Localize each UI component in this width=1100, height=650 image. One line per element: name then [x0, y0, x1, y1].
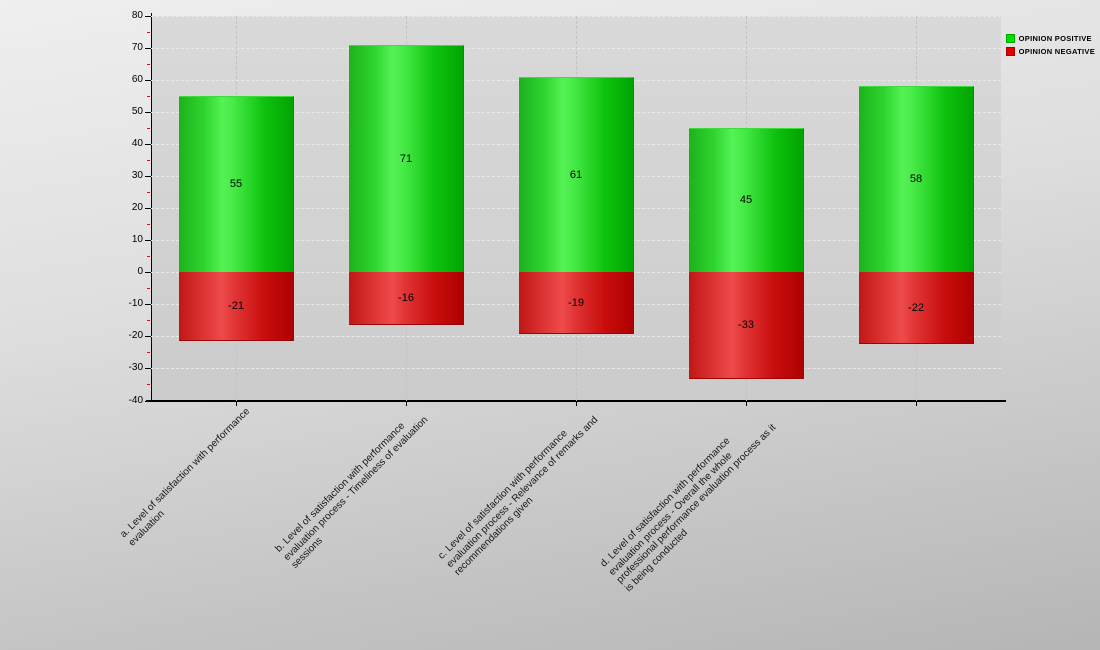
bar-negative — [519, 272, 634, 335]
y-axis-tick-label: 70 — [131, 42, 143, 54]
y-axis-tick — [145, 208, 151, 210]
bar-value-label: 45 — [739, 194, 753, 207]
y-axis-tick-label: 10 — [131, 234, 143, 246]
y-axis-tick — [145, 272, 151, 274]
legend: OPINION POSITIVE OPINION NEGATIVE — [1005, 34, 1095, 60]
y-axis-tick-label: 20 — [131, 202, 143, 214]
legend-item: OPINION POSITIVE — [1005, 34, 1095, 43]
y-axis-tick-label: 40 — [131, 138, 143, 150]
x-axis-tick — [916, 400, 917, 406]
x-axis-tick — [746, 400, 747, 406]
bar-positive — [519, 76, 634, 274]
y-axis-tick — [145, 176, 151, 178]
y-axis-tick-label: 60 — [131, 74, 143, 86]
y-axis-tick — [145, 48, 151, 50]
bar-positive — [349, 44, 464, 274]
y-axis-minor-tick — [147, 288, 150, 290]
legend-label: OPINION POSITIVE — [1018, 34, 1092, 43]
bar-positive — [689, 128, 804, 274]
x-category-label: a. Level of satisfaction with performanc… — [117, 405, 252, 548]
y-axis-minor-tick — [147, 384, 150, 386]
bar-value-label: -33 — [738, 319, 754, 332]
bar-negative — [179, 272, 294, 341]
x-category-label: c. Level of satisfaction with performanc… — [436, 413, 600, 578]
legend-swatch — [1005, 34, 1015, 43]
y-axis-tick-label: 80 — [131, 10, 143, 21]
legend-label: OPINION NEGATIVE — [1018, 47, 1095, 56]
bar-value-label: -16 — [398, 291, 414, 304]
y-axis-tick — [145, 144, 151, 146]
y-axis-tick — [145, 240, 151, 242]
bar-value-label: -21 — [228, 299, 244, 312]
y-axis-tick — [145, 112, 151, 114]
y-axis-minor-tick — [147, 64, 150, 66]
y-axis-tick-label: -20 — [128, 330, 143, 342]
x-axis-tick — [406, 400, 407, 406]
y-axis-tick-label: 0 — [137, 266, 143, 278]
bar-value-label: -22 — [908, 301, 924, 314]
y-axis-line — [151, 13, 152, 401]
y-axis-minor-tick — [147, 224, 150, 226]
y-axis-tick — [145, 400, 151, 402]
y-axis-minor-tick — [147, 352, 150, 354]
x-category-label: b. Level of satisfaction with performanc… — [273, 413, 430, 571]
bar-value-label: 71 — [399, 152, 413, 165]
bar-negative — [859, 272, 974, 344]
y-axis-tick-label: -40 — [128, 394, 143, 406]
y-axis-tick-label: -30 — [128, 362, 143, 374]
y-axis-tick-label: 50 — [131, 106, 143, 118]
bar-value-label: 58 — [909, 173, 923, 186]
y-axis-minor-tick — [147, 96, 150, 98]
y-axis-tick — [145, 304, 151, 306]
y-axis-minor-tick — [147, 320, 150, 322]
y-axis-minor-tick — [147, 32, 150, 34]
bar-positive — [859, 86, 974, 274]
y-axis-tick — [145, 80, 151, 82]
legend-swatch — [1005, 47, 1015, 56]
x-axis-tick — [576, 400, 577, 406]
legend-item: OPINION NEGATIVE — [1005, 47, 1095, 56]
bar-negative — [689, 272, 804, 380]
y-axis-minor-tick — [147, 160, 150, 162]
y-axis-tick-label: -10 — [128, 298, 143, 310]
y-axis-minor-tick — [147, 256, 150, 258]
x-category-label: d. Level of satisfaction with performanc… — [598, 421, 779, 594]
y-axis-tick-label: 30 — [131, 170, 143, 182]
bar-negative — [349, 272, 464, 325]
bar-positive — [179, 96, 294, 274]
y-axis-tick — [145, 368, 151, 370]
bar-value-label: 61 — [569, 168, 583, 181]
y-axis-minor-tick — [147, 192, 150, 194]
bar-value-label: 55 — [229, 178, 243, 191]
bar-value-label: -19 — [568, 296, 584, 309]
y-axis-tick — [145, 16, 151, 17]
x-axis-tick — [236, 400, 237, 406]
y-axis-tick — [145, 336, 151, 338]
y-axis-minor-tick — [147, 128, 150, 130]
